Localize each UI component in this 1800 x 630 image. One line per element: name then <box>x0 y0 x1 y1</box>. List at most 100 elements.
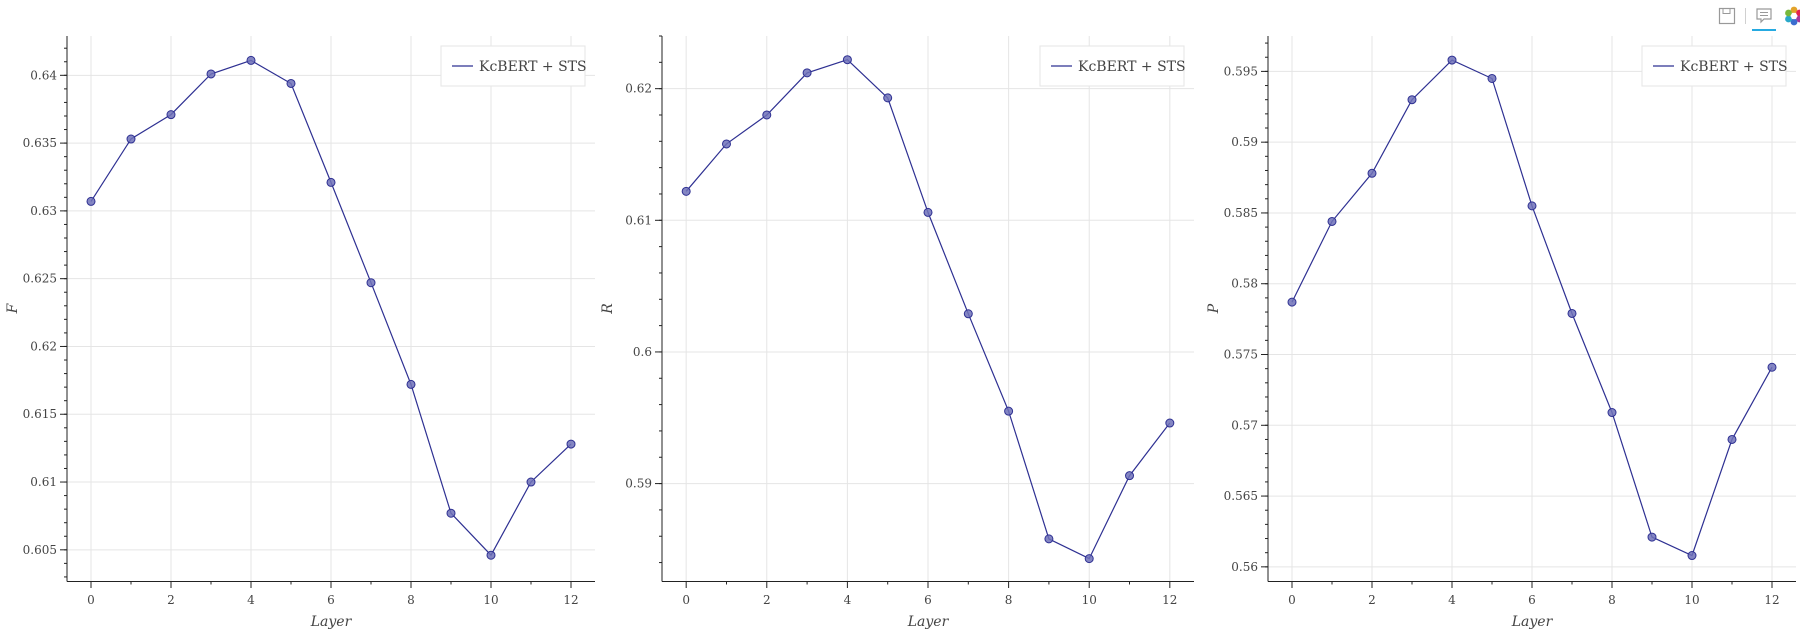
x-tick-label: 2 <box>1368 593 1376 607</box>
x-tick-label: 8 <box>1005 593 1013 607</box>
data-point <box>566 439 576 449</box>
data-point <box>166 110 176 120</box>
x-tick-label: 2 <box>763 593 771 607</box>
data-point <box>923 207 933 217</box>
data-point <box>1084 554 1094 564</box>
data-point <box>1687 551 1697 561</box>
legend-label: KcBERT + STS <box>1078 59 1186 75</box>
x-tick-label: 8 <box>407 593 415 607</box>
legend-label: KcBERT + STS <box>1680 59 1788 75</box>
y-tick-label: 0.605 <box>23 543 57 557</box>
y-tick-label: 0.595 <box>1224 64 1258 78</box>
x-tick-label: 4 <box>247 593 255 607</box>
data-point <box>1367 168 1377 178</box>
data-point <box>1165 418 1175 428</box>
data-point <box>762 110 772 120</box>
y-tick-label: 0.61 <box>625 213 652 227</box>
chart-1: 0.605 0.61 0.615 0.62 0.625 0.63 0.635 0.64 0 2 4 6… <box>5 36 595 630</box>
data-point <box>1125 471 1135 481</box>
x-tick-label: 10 <box>1082 593 1097 607</box>
x-tick-label: 4 <box>844 593 852 607</box>
x-axis-label: Layer <box>310 614 353 630</box>
data-point <box>1607 408 1617 418</box>
x-tick-label: 0 <box>1288 593 1296 607</box>
y-tick-label: 0.625 <box>23 272 57 286</box>
data-point <box>286 78 296 88</box>
y-tick-label: 0.59 <box>1231 135 1258 149</box>
x-tick-label: 2 <box>167 593 175 607</box>
y-tick-label: 0.62 <box>625 82 652 96</box>
bokeh-logo-icon <box>1785 6 1800 26</box>
data-point <box>326 177 336 187</box>
legend-label: KcBERT + STS <box>479 59 587 75</box>
y-tick-label: 0.59 <box>625 477 652 491</box>
hover-tool-icon <box>1756 8 1772 24</box>
y-tick-label: 0.565 <box>1224 489 1258 503</box>
x-axis-label: Layer <box>907 614 950 630</box>
data-point <box>486 550 496 560</box>
x-tick-label: 6 <box>924 593 932 607</box>
y-tick-label: 0.635 <box>23 136 57 150</box>
x-tick-label: 12 <box>1162 593 1177 607</box>
data-point <box>126 134 136 144</box>
x-tick-label: 10 <box>483 593 498 607</box>
y-tick-label: 0.61 <box>30 475 57 489</box>
data-point <box>1287 297 1297 307</box>
data-point <box>1767 362 1777 372</box>
chart-2: 0.59 0.6 0.61 0.62 0 2 4 6 8 10 12 Layer R KcBERT + S… <box>600 35 1194 630</box>
data-point <box>1044 534 1054 544</box>
y-tick-label: 0.56 <box>1231 560 1258 574</box>
y-tick-label: 0.585 <box>1224 206 1258 220</box>
y-tick-label: 0.62 <box>30 339 57 353</box>
data-point <box>1567 308 1577 318</box>
save-icon <box>1718 7 1736 25</box>
y-tick-label: 0.575 <box>1224 348 1258 362</box>
plot-toolbar <box>1715 2 1800 31</box>
y-tick-label: 0.57 <box>1231 418 1258 432</box>
data-point <box>446 508 456 518</box>
data-point <box>883 93 893 103</box>
x-tick-label: 0 <box>682 593 690 607</box>
data-point <box>1407 95 1417 105</box>
data-point <box>802 68 812 78</box>
x-tick-label: 12 <box>563 593 578 607</box>
x-tick-label: 4 <box>1448 593 1456 607</box>
y-tick-label: 0.58 <box>1231 277 1258 291</box>
x-tick-label: 6 <box>327 593 335 607</box>
data-point <box>246 55 256 65</box>
y-tick-label: 0.615 <box>23 407 57 421</box>
data-point <box>1727 434 1737 444</box>
y-axis-label: R <box>600 303 616 315</box>
y-tick-label: 0.64 <box>30 68 57 82</box>
data-point <box>1327 216 1337 226</box>
chart-3: 0.56 0.565 0.57 0.575 0.58 0.585 0.59 0.595 0 2 4 6… <box>1206 36 1796 630</box>
data-point <box>526 477 536 487</box>
hover-tool[interactable] <box>1752 4 1776 31</box>
x-tick-label: 10 <box>1684 593 1699 607</box>
data-point <box>1447 55 1457 65</box>
data-point <box>681 186 691 196</box>
data-point <box>1647 532 1657 542</box>
bokeh-logo[interactable] <box>1782 4 1800 28</box>
y-tick-label: 0.63 <box>30 204 57 218</box>
x-tick-label: 0 <box>87 593 95 607</box>
y-tick-label: 0.6 <box>633 345 652 359</box>
data-point <box>842 55 852 65</box>
data-point <box>721 139 731 149</box>
toolbar-divider <box>1745 8 1746 24</box>
save-tool[interactable] <box>1715 4 1739 28</box>
data-point <box>406 379 416 389</box>
data-point <box>1527 201 1537 211</box>
x-tick-label: 6 <box>1528 593 1536 607</box>
x-tick-label: 12 <box>1764 593 1779 607</box>
data-point <box>1004 406 1014 416</box>
y-axis-label: P <box>1206 303 1222 314</box>
data-point <box>206 69 216 79</box>
x-tick-label: 8 <box>1608 593 1616 607</box>
x-axis-label: Layer <box>1511 614 1554 630</box>
data-point <box>963 309 973 319</box>
data-point <box>366 278 376 288</box>
data-point <box>86 196 96 206</box>
data-point <box>1487 73 1497 83</box>
